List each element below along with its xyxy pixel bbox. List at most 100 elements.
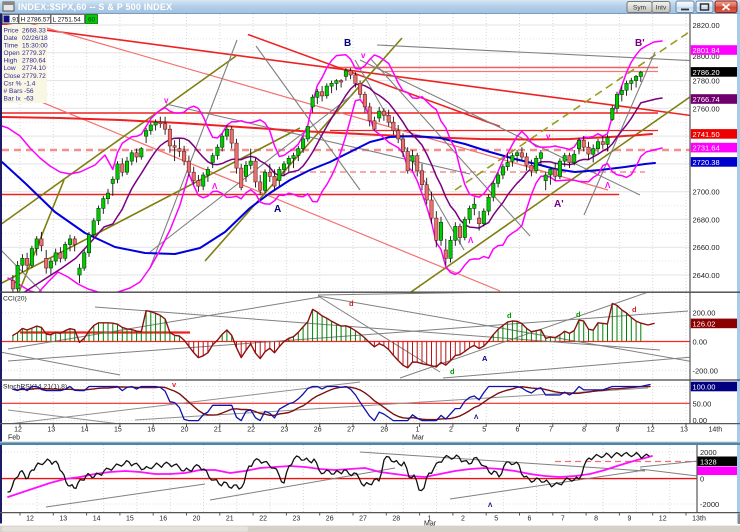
svg-text:26: 26 <box>326 516 334 523</box>
svg-text:7: 7 <box>549 427 553 434</box>
svg-text:Close: Close <box>4 73 21 80</box>
svg-text:Λ: Λ <box>488 502 493 509</box>
svg-text:2668.33: 2668.33 <box>22 28 46 35</box>
svg-text:-63: -63 <box>24 95 34 102</box>
svg-text:28: 28 <box>380 427 388 434</box>
svg-text:14: 14 <box>93 516 101 523</box>
svg-text:23: 23 <box>293 516 301 523</box>
svg-text:6: 6 <box>528 516 532 523</box>
svg-text:d: d <box>507 311 512 320</box>
svg-text:2760.00: 2760.00 <box>693 104 720 113</box>
svg-text:28: 28 <box>392 516 400 523</box>
svg-text:H 2786.57: H 2786.57 <box>21 17 51 24</box>
svg-text:2766.74: 2766.74 <box>693 95 720 104</box>
svg-text:2680.00: 2680.00 <box>693 215 720 224</box>
svg-text:Sym: Sym <box>633 5 646 12</box>
svg-text:A: A <box>482 354 488 363</box>
svg-text:16: 16 <box>159 516 167 523</box>
svg-text:6: 6 <box>516 427 520 434</box>
svg-text:27: 27 <box>359 516 367 523</box>
svg-text:13: 13 <box>47 427 55 434</box>
svg-text:15: 15 <box>126 516 134 523</box>
svg-text:26: 26 <box>314 427 322 434</box>
svg-text:12: 12 <box>659 516 667 523</box>
svg-text:2801.84: 2801.84 <box>693 46 720 55</box>
svg-text:60: 60 <box>88 17 96 24</box>
svg-text:2774.10: 2774.10 <box>22 65 46 72</box>
svg-text:8: 8 <box>594 516 598 523</box>
svg-text:CCI(20): CCI(20) <box>3 296 27 303</box>
svg-text:5: 5 <box>494 516 498 523</box>
svg-text:-56: -56 <box>24 88 34 95</box>
svg-text:2720.38: 2720.38 <box>693 158 720 167</box>
svg-text:20: 20 <box>181 427 189 434</box>
svg-text:12: 12 <box>14 427 22 434</box>
svg-text:9: 9 <box>615 427 619 434</box>
svg-text:2779.37: 2779.37 <box>22 50 46 57</box>
svg-text:Λ: Λ <box>605 181 611 190</box>
svg-text:126.02: 126.02 <box>693 319 716 328</box>
svg-text:Time: Time <box>4 43 19 50</box>
svg-text:Date: Date <box>4 35 18 42</box>
svg-text:23: 23 <box>281 427 289 434</box>
svg-text:.91: .91 <box>11 17 20 24</box>
svg-text:14: 14 <box>81 427 89 434</box>
svg-text:2700.00: 2700.00 <box>693 188 720 197</box>
svg-text:27: 27 <box>347 427 355 434</box>
svg-text:200.00: 200.00 <box>693 309 716 318</box>
svg-text:13: 13 <box>680 427 688 434</box>
svg-text:2779.72: 2779.72 <box>22 73 46 80</box>
svg-text:Bar Ix: Bar Ix <box>4 95 22 102</box>
svg-text:Λ: Λ <box>474 414 479 421</box>
svg-text:2780.00: 2780.00 <box>693 77 720 86</box>
svg-text:2640.00: 2640.00 <box>693 271 720 280</box>
svg-text:1: 1 <box>428 516 432 523</box>
svg-text:Mar: Mar <box>412 435 425 442</box>
svg-text:12: 12 <box>26 516 34 523</box>
svg-text:v: v <box>172 380 177 389</box>
svg-text:Feb: Feb <box>8 435 20 442</box>
svg-text:50.00: 50.00 <box>693 399 712 408</box>
svg-text:Λ: Λ <box>212 182 218 191</box>
svg-text:15:30:00: 15:30:00 <box>22 43 48 50</box>
svg-text:0.00: 0.00 <box>693 416 708 425</box>
svg-text:2000: 2000 <box>700 448 717 457</box>
svg-text:2660.00: 2660.00 <box>693 243 720 252</box>
svg-text:Low: Low <box>4 65 16 72</box>
svg-text:0.00: 0.00 <box>693 338 708 347</box>
svg-text:22: 22 <box>259 516 267 523</box>
svg-text:L 2751.54: L 2751.54 <box>53 17 82 24</box>
svg-text:Price: Price <box>4 28 19 35</box>
svg-text:A: A <box>274 204 281 215</box>
svg-text:B: B <box>344 38 351 49</box>
svg-text:02/26/18: 02/26/18 <box>22 35 48 42</box>
svg-text:2: 2 <box>449 427 453 434</box>
svg-text:-200.00: -200.00 <box>693 366 718 375</box>
svg-text:2800.00: 2800.00 <box>693 52 720 61</box>
svg-text:d: d <box>349 299 354 308</box>
svg-text:Mar: Mar <box>424 521 437 528</box>
svg-text:Intv: Intv <box>656 5 667 12</box>
svg-text:15: 15 <box>114 427 122 434</box>
svg-text:20: 20 <box>193 516 201 523</box>
svg-text:13: 13 <box>692 516 700 523</box>
svg-text:21: 21 <box>226 516 234 523</box>
svg-text:1: 1 <box>416 427 420 434</box>
svg-text:v: v <box>164 96 169 105</box>
svg-text:0: 0 <box>700 475 704 484</box>
svg-text:# Bars: # Bars <box>4 88 24 95</box>
svg-text:2786.20: 2786.20 <box>693 68 720 77</box>
svg-text:16: 16 <box>147 427 155 434</box>
svg-text:Open: Open <box>4 50 20 57</box>
svg-text:B': B' <box>635 38 645 49</box>
svg-text:Λ: Λ <box>468 236 474 245</box>
svg-text:th: th <box>700 516 706 523</box>
svg-text:100.00: 100.00 <box>693 383 716 392</box>
svg-text:-2000: -2000 <box>700 500 719 509</box>
svg-text:d: d <box>632 305 637 314</box>
svg-text:v: v <box>361 51 366 60</box>
svg-text:22: 22 <box>247 427 255 434</box>
svg-text:14th: 14th <box>708 427 722 434</box>
svg-text:v: v <box>546 132 551 141</box>
svg-text:5: 5 <box>482 427 486 434</box>
